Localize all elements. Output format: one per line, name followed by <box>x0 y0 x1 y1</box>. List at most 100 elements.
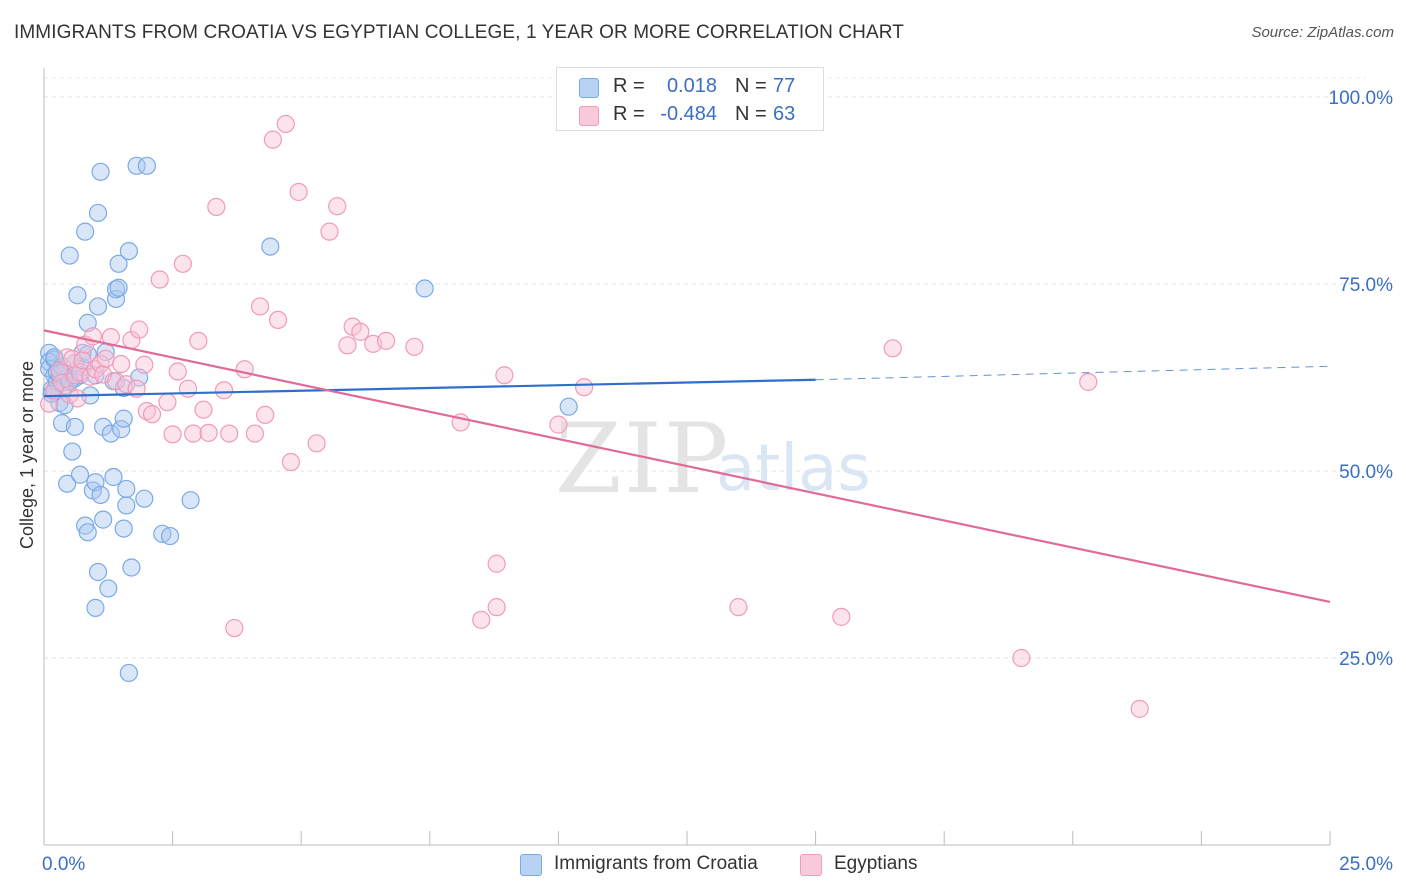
croatia-point <box>109 278 128 297</box>
croatia-point <box>94 510 113 529</box>
stats-row-croatia: R = 0.018 N = 77 <box>557 73 823 101</box>
croatia-point <box>135 489 154 508</box>
n-value: 77 <box>773 75 796 97</box>
egyptians-point <box>256 405 275 424</box>
croatia-point <box>86 598 105 617</box>
croatia-point <box>114 409 133 428</box>
n-value: 63 <box>773 103 796 125</box>
croatia-point <box>117 496 136 515</box>
y-tick-label: 100.0% <box>1329 88 1394 109</box>
croatia-point <box>101 424 120 443</box>
r-label: R = <box>613 103 645 125</box>
egyptians-point <box>263 130 283 149</box>
croatia-swatch <box>579 78 599 98</box>
r-label: R = <box>613 75 645 97</box>
croatia-point <box>415 279 434 298</box>
egyptians-point <box>245 424 265 443</box>
egyptians-point <box>351 322 370 341</box>
egyptians-point <box>575 378 594 397</box>
egyptians-point <box>883 339 902 358</box>
egyptians-point <box>320 222 339 241</box>
croatia-point <box>45 348 64 367</box>
croatia-swatch <box>520 854 542 876</box>
egyptians-point <box>214 381 234 400</box>
croatia-point <box>60 246 79 265</box>
watermark-zip: ZIP <box>555 403 730 515</box>
egyptians-swatch <box>800 854 822 876</box>
r-value: 0.018 <box>666 75 717 97</box>
croatia-point <box>160 526 180 546</box>
croatia-point <box>70 465 90 484</box>
croatia-point <box>137 156 156 175</box>
egyptians-point <box>289 182 308 202</box>
egyptians-swatch <box>579 106 599 126</box>
legend-label: Immigrants from Croatia <box>554 853 758 874</box>
croatia-point <box>68 286 87 305</box>
y-tick-label: 50.0% <box>1339 462 1393 483</box>
egyptians-point <box>207 197 226 217</box>
series-legend: Immigrants from Croatia Egyptians <box>0 852 1406 878</box>
n-label: N = <box>735 75 767 97</box>
egyptians-point <box>1012 648 1031 668</box>
croatia-point <box>78 313 97 332</box>
egyptians-point <box>65 366 84 385</box>
egyptians-point <box>137 402 156 421</box>
croatia-point <box>99 579 118 598</box>
croatia-point <box>181 491 200 510</box>
egyptians-point <box>163 425 182 444</box>
egyptians-point <box>376 331 396 350</box>
egyptians-point <box>472 610 491 629</box>
egyptians-trend-line <box>43 329 1331 603</box>
croatia-point <box>94 417 113 436</box>
croatia-point <box>104 467 123 487</box>
egyptians-point <box>189 331 208 350</box>
egyptians-point <box>68 389 87 408</box>
croatia-point <box>559 397 578 416</box>
stats-legend: R = 0.018 N = 77 R = -0.484 N = 63 <box>556 67 824 131</box>
egyptians-point <box>338 336 357 355</box>
egyptians-point <box>142 405 162 424</box>
egyptians-point <box>184 424 203 443</box>
egyptians-point <box>405 337 424 356</box>
egyptians-point <box>106 372 126 391</box>
egyptians-point <box>91 354 110 374</box>
croatia-point <box>76 222 95 241</box>
source-label: Source: ZipAtlas.com <box>1251 24 1394 41</box>
egyptians-point <box>199 423 218 442</box>
egyptians-point <box>1130 699 1149 718</box>
egyptians-point <box>268 310 288 330</box>
trend-lines <box>43 329 1331 603</box>
croatia-point <box>88 297 108 316</box>
croatia-point <box>91 485 110 505</box>
x-tick-label: 25.0% <box>1339 854 1393 875</box>
n-label: N = <box>735 103 767 125</box>
croatia-trend-extension <box>815 365 1331 381</box>
egyptians-point <box>328 197 347 216</box>
egyptians-point <box>127 379 146 398</box>
croatia-point <box>261 237 280 256</box>
croatia-trend-line <box>43 378 816 398</box>
croatia-point <box>78 523 97 542</box>
watermark-atlas: atlas <box>716 432 871 506</box>
egyptians-point <box>168 362 187 381</box>
croatia-point <box>88 562 108 582</box>
stats-row-egyptians: R = -0.484 N = 63 <box>557 101 823 129</box>
egyptians-point <box>549 415 568 434</box>
x-tick-label: 0.0% <box>42 854 85 875</box>
series-croatia-points <box>40 156 578 683</box>
croatia-point <box>112 420 131 439</box>
egyptians-point <box>117 375 136 394</box>
egyptians-point <box>112 354 131 374</box>
croatia-point <box>58 474 77 493</box>
croatia-point <box>91 162 110 181</box>
egyptians-point <box>729 598 748 617</box>
watermark: ZIP atlas <box>555 403 871 515</box>
egyptians-point <box>307 434 326 453</box>
egyptians-point <box>235 360 254 379</box>
croatia-point <box>109 254 128 273</box>
egyptians-point <box>1079 372 1098 392</box>
egyptians-point <box>487 598 506 617</box>
y-axis-label: College, 1 year or more <box>17 361 37 549</box>
croatia-point <box>88 203 108 223</box>
croatia-point <box>114 519 133 538</box>
